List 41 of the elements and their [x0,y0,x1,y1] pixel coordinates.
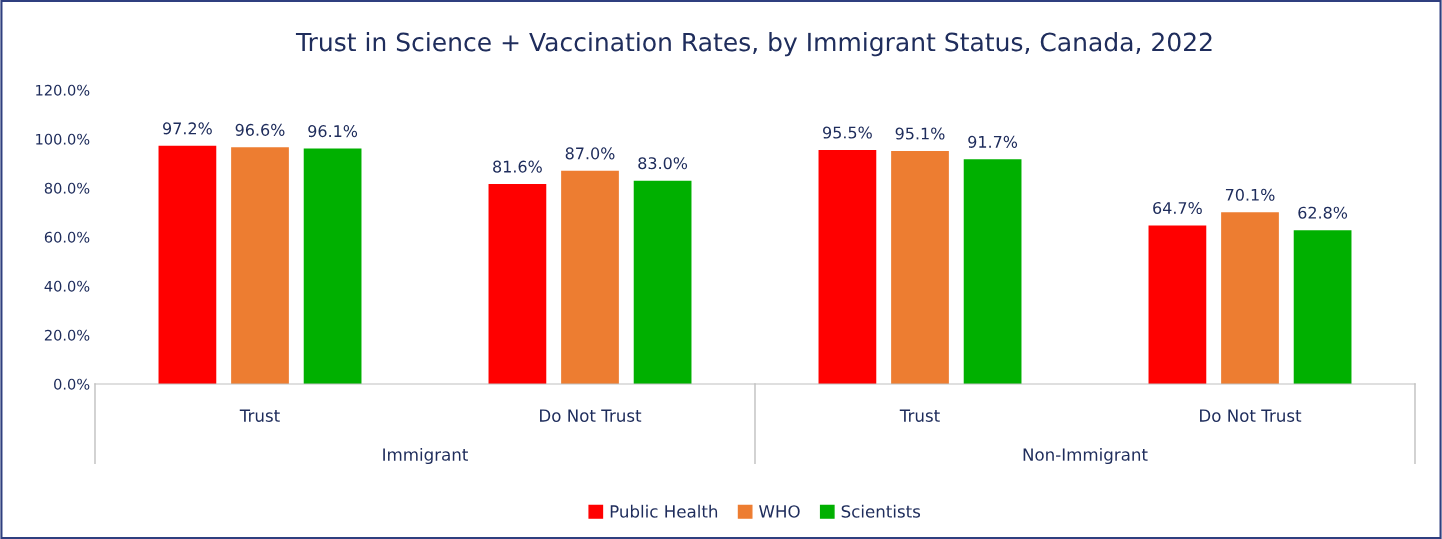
y-tick-label: 40.0% [44,280,90,292]
bar [303,148,362,384]
data-label: 96.6% [235,123,285,136]
y-tick-label: 80.0% [44,182,90,194]
data-label: 95.1% [895,127,945,140]
bar [561,170,619,384]
data-label: 81.6% [493,160,542,173]
bar [1148,225,1207,384]
y-tick-label: 0.0% [54,378,90,390]
legend-label: Scientists [841,504,921,518]
x-tick-label: Do Not Trust [1200,409,1302,422]
legend-label: Public Health [610,504,718,518]
y-tick-label: 60.0% [44,231,90,243]
chart-title: Trust in Science + Vaccination Rates, by Immigrant Status, Canada, 2022 [295,32,1212,57]
x-tick-label: Trust [239,409,280,422]
y-tick-label: 120.0% [36,84,90,96]
bar [231,147,289,384]
legend-label: WHO [759,505,800,518]
bar [158,145,217,384]
data-label: 95.5% [823,126,872,139]
data-label: 83.0% [638,157,688,170]
bar [1293,230,1352,384]
bar [963,159,1022,384]
x-tick-label: Trust [899,409,940,422]
y-tick-label: 20.0% [44,329,90,341]
data-label: 62.8% [1298,206,1348,219]
data-label: 64.7% [1153,201,1202,215]
text: Immigrant [383,447,468,465]
bar [633,180,692,384]
data-label: 70.1% [1225,188,1275,201]
data-label: 97.2% [163,122,212,135]
data-label: 96.1% [308,125,358,138]
bar [891,151,949,384]
data-label: 87.0% [565,147,615,160]
text: Non-Immigrant [1023,447,1148,465]
data-label: 91.7% [968,135,1018,148]
bar [1221,212,1279,384]
x-tick-label: Do Not Trust [540,409,642,422]
y-tick-label: 100.0% [36,133,90,145]
bar [818,150,877,384]
bar [488,184,547,384]
